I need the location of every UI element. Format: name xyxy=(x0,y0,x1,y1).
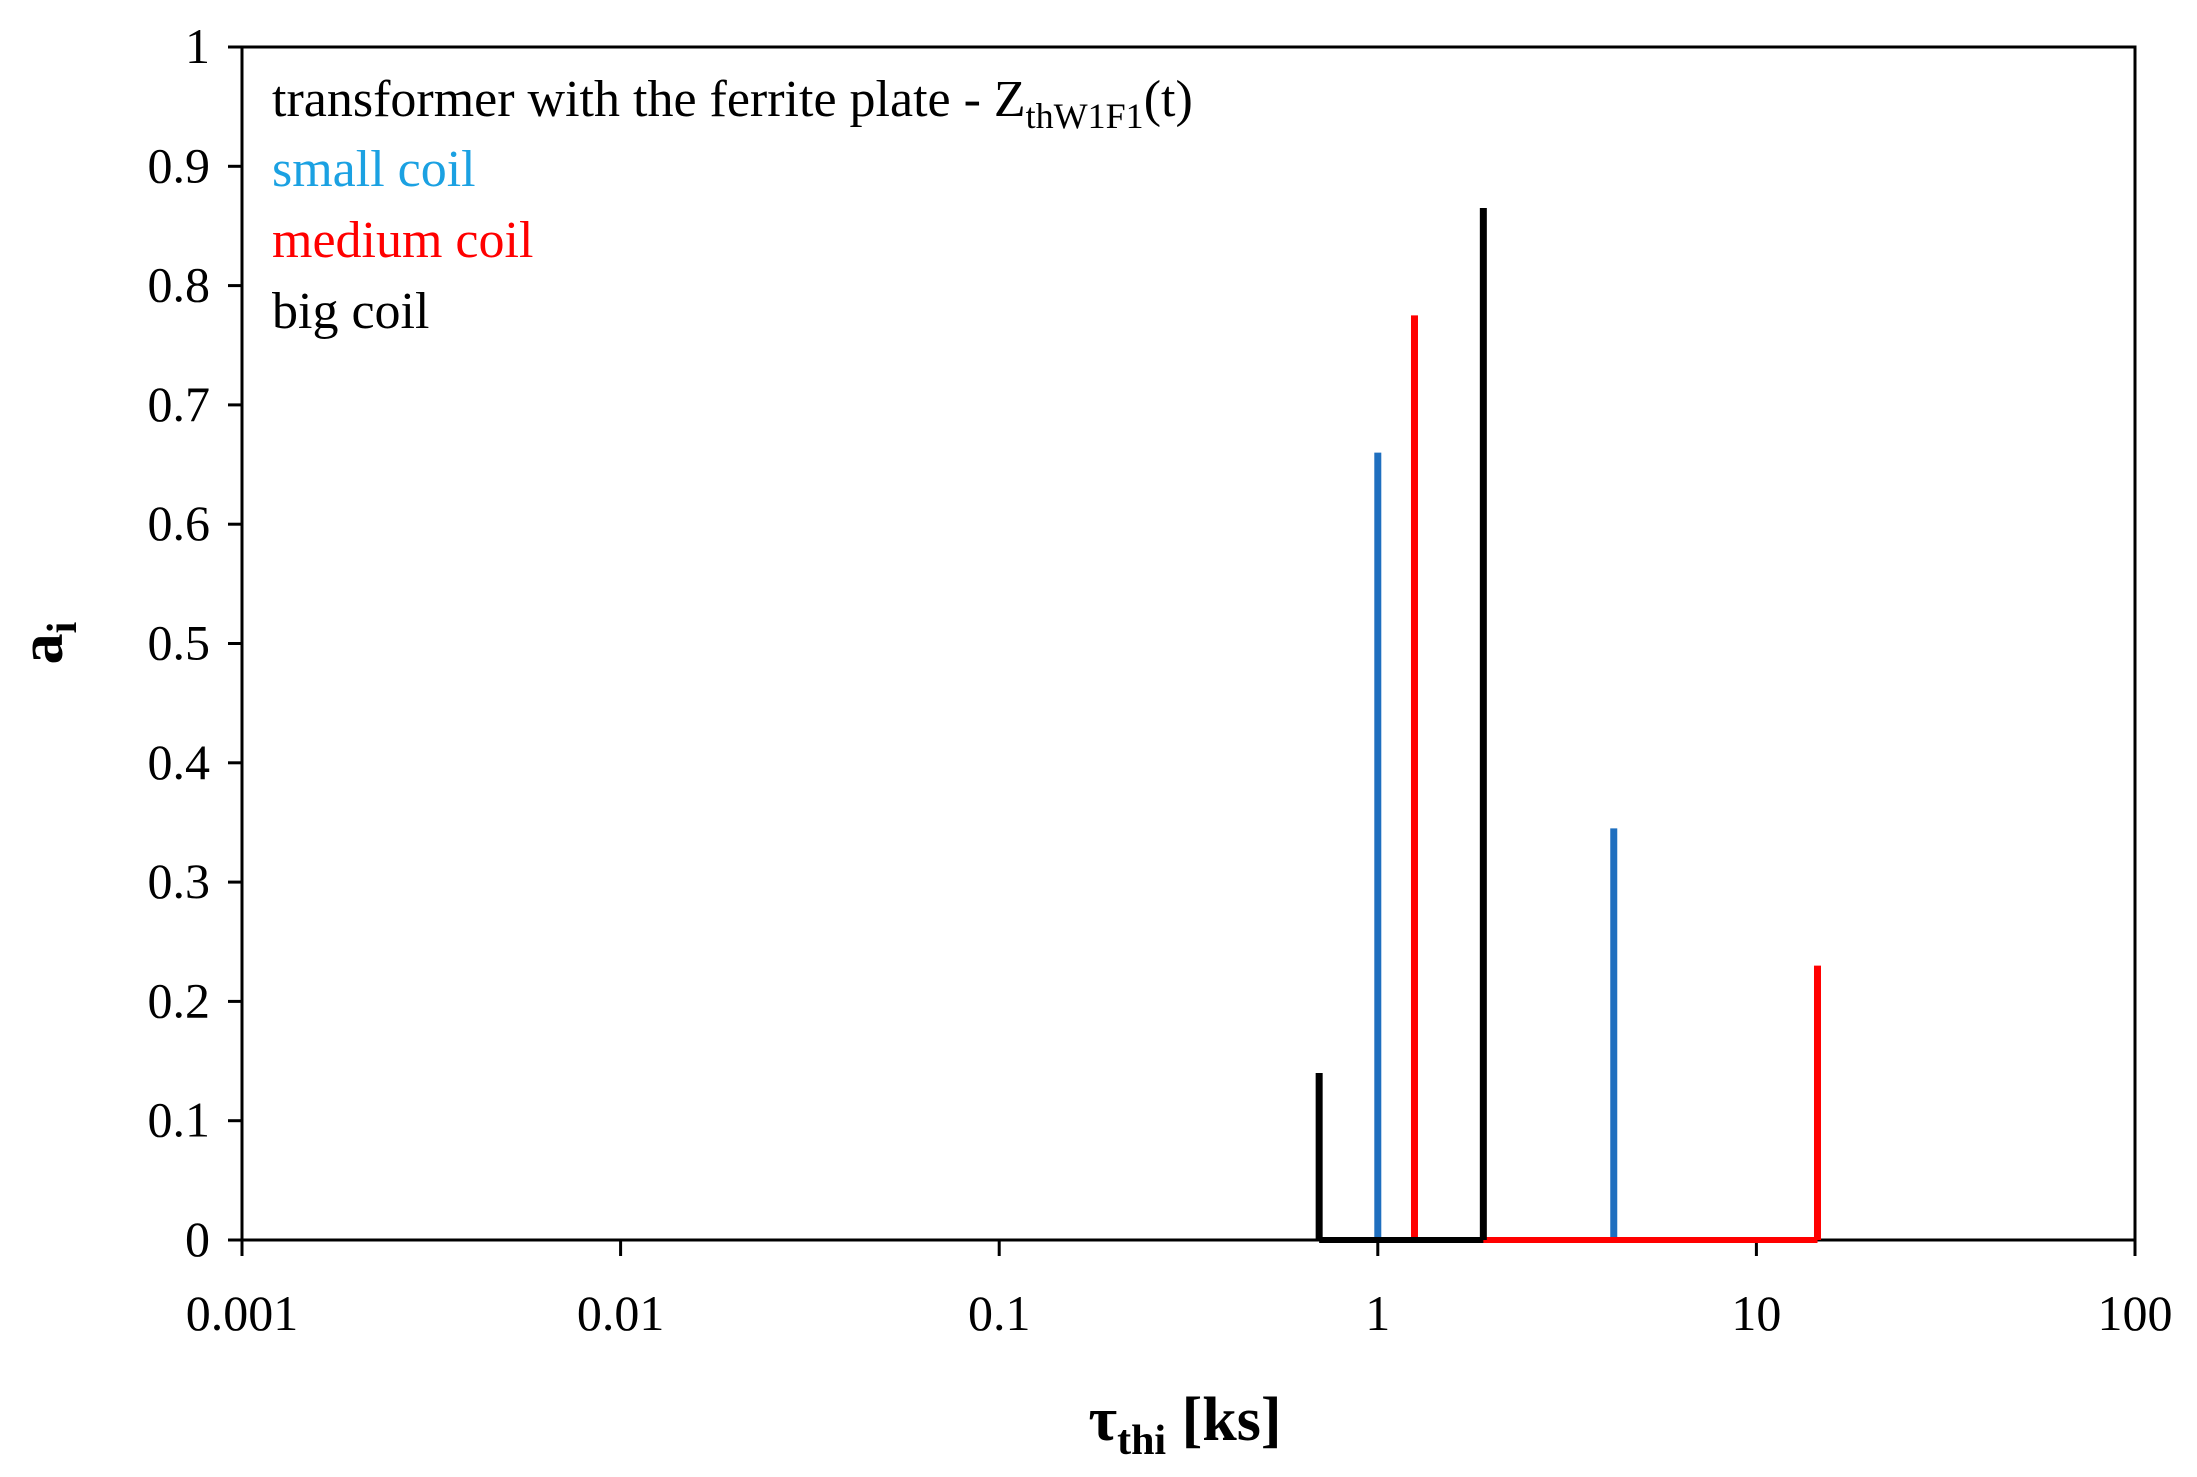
y-axis-title: ai xyxy=(8,621,86,664)
legend-entry-small-coil: small coil xyxy=(272,141,476,198)
y-tick-label: 0.7 xyxy=(148,376,211,432)
y-axis: 0 0.1 0.2 0.3 0.4 0.5 0.6 0.7 0.8 0.9 1 xyxy=(148,18,242,1267)
x-tick-label: 0.001 xyxy=(186,1285,299,1341)
data-series xyxy=(1315,208,1821,1243)
legend: transformer with the ferrite plate - Zth… xyxy=(272,71,1193,340)
x-tick-label: 0.1 xyxy=(968,1285,1031,1341)
x-tick-label: 1 xyxy=(1365,1285,1390,1341)
y-tick-label: 0.4 xyxy=(148,734,211,790)
y-tick-label: 1 xyxy=(185,18,210,74)
x-tick-label: 0.01 xyxy=(577,1285,665,1341)
y-tick-label: 0.3 xyxy=(148,853,211,909)
y-tick-label: 0.8 xyxy=(148,257,211,313)
legend-entry-big-coil: big coil xyxy=(272,283,429,340)
y-tick-label: 0.1 xyxy=(148,1092,211,1148)
y-tick-label: 0 xyxy=(185,1211,210,1267)
legend-entry-medium-coil: medium coil xyxy=(272,212,533,269)
y-tick-label: 0.9 xyxy=(148,137,211,193)
legend-title: transformer with the ferrite plate - Zth… xyxy=(272,71,1193,136)
y-tick-label: 0.6 xyxy=(148,495,211,551)
x-tick-label: 100 xyxy=(2098,1285,2173,1341)
y-tick-label: 0.2 xyxy=(148,972,211,1028)
y-tick-label: 0.5 xyxy=(148,615,211,671)
x-axis-title: τthi [ks] xyxy=(1089,1386,1282,1464)
x-tick-label: 10 xyxy=(1731,1285,1781,1341)
x-axis: 0.001 0.01 0.1 1 10 100 xyxy=(186,1240,2173,1341)
